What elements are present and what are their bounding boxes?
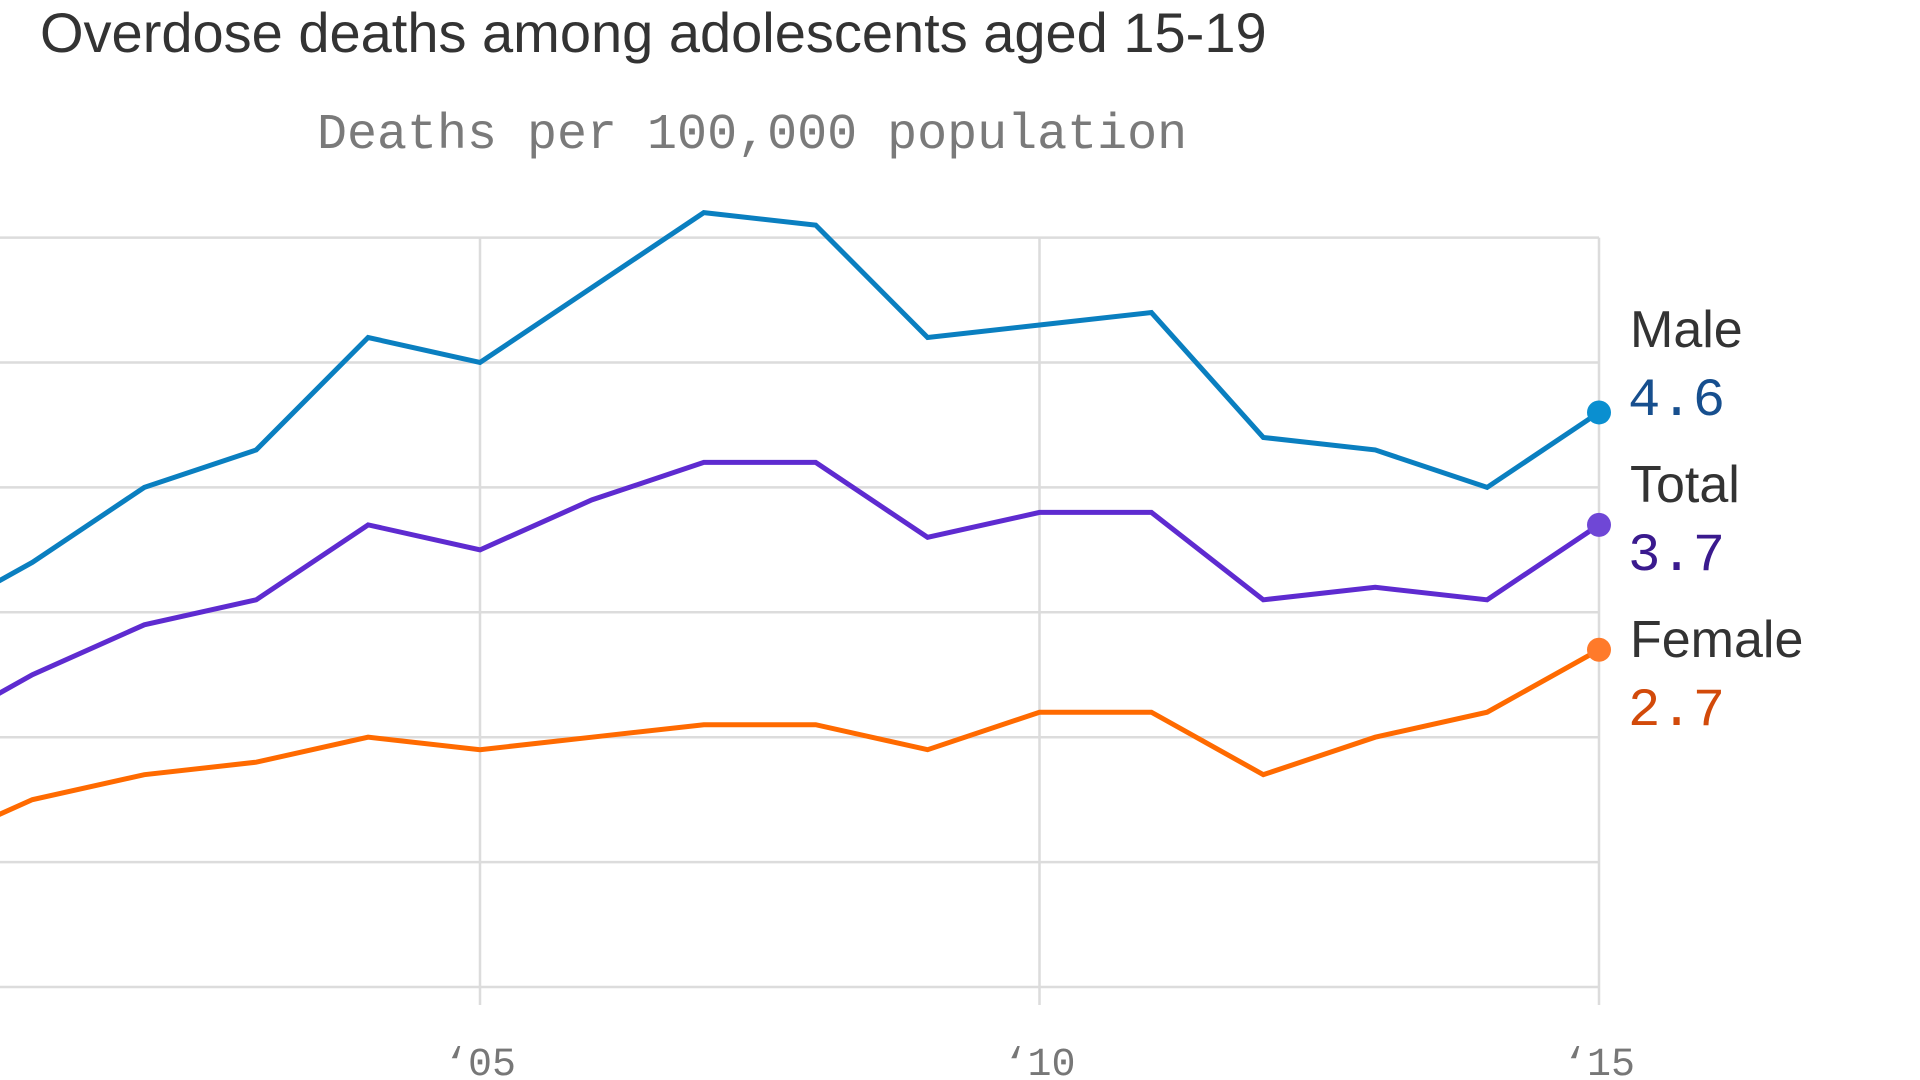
end-point-female [1587,637,1611,662]
series-value-label: 3.7 [1628,526,1725,587]
x-tick-label: ‘10 [1003,1043,1075,1080]
series-value-label: 4.6 [1628,371,1725,432]
end-point-total [1587,512,1611,537]
series-name-label: Male [1630,301,1743,359]
chart-title: Overdose deaths among adolescents aged 1… [40,1,1267,64]
series-line-male [0,210,1601,584]
series-line-total [0,459,1601,696]
series-name-label: Total [1630,456,1740,514]
series-labels: Male 4.6 Total 3.7 Female 2.7 [1628,301,1803,742]
series-lines [0,210,1611,817]
gridlines [0,236,1601,1005]
chart-subtitle: Deaths per 100,000 population [317,107,1187,164]
x-axis: ‘05 ‘10 ‘15 [444,1043,1635,1080]
x-tick-label: ‘05 [444,1043,516,1080]
series-line-female [0,647,1601,817]
end-point-male [1587,400,1611,425]
series-name-label: Female [1630,611,1803,669]
series-value-label: 2.7 [1628,681,1725,742]
x-tick-label: ‘15 [1563,1043,1635,1080]
